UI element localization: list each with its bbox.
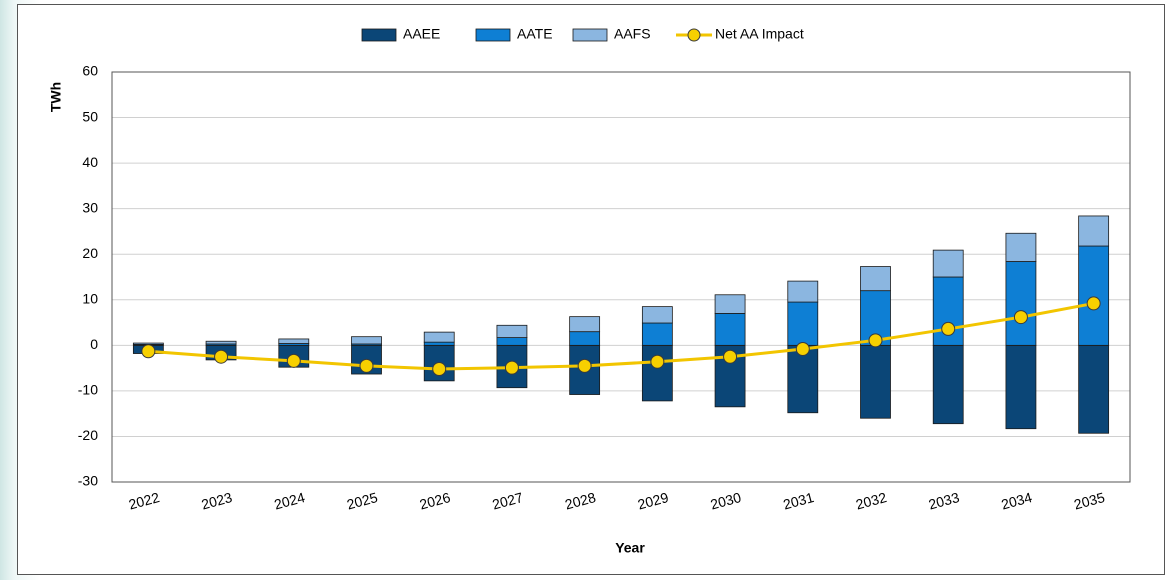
line-marker: [795, 341, 810, 356]
y-tick-label: 20: [82, 245, 98, 261]
y-tick-label: 50: [82, 108, 98, 124]
bar: [932, 249, 964, 278]
bar: [351, 336, 382, 345]
bar: [1078, 245, 1110, 346]
legend-label: AAFS: [614, 26, 651, 42]
bar: [569, 331, 601, 346]
bar: [1078, 215, 1110, 247]
legend-swatch: [361, 28, 397, 42]
y-tick-label: 10: [82, 290, 98, 306]
y-tick-label: 0: [90, 336, 98, 352]
bar: [423, 341, 455, 346]
x-tick-label: 2025: [345, 489, 379, 513]
line-marker: [723, 349, 738, 364]
bar: [1005, 232, 1037, 262]
legend-label: AATE: [517, 26, 553, 42]
y-tick-label: -20: [78, 427, 98, 443]
bar: [641, 344, 673, 402]
bar: [132, 342, 164, 345]
line-marker: [286, 353, 301, 368]
x-tick-label: 2028: [563, 489, 597, 513]
bar: [205, 340, 237, 345]
legend-swatch: [572, 28, 608, 42]
y-tick-label: 30: [82, 199, 98, 215]
bar: [641, 322, 673, 346]
bar: [278, 338, 310, 344]
bar: [496, 324, 528, 338]
bar: [714, 313, 746, 346]
line-marker: [577, 358, 592, 373]
line-marker: [1086, 296, 1101, 311]
x-tick-label: 2031: [781, 489, 815, 513]
line-marker: [214, 349, 229, 364]
y-tick-label: 40: [82, 154, 98, 170]
line-marker: [141, 344, 156, 359]
x-tick-label: 2027: [490, 489, 524, 513]
bar: [860, 266, 891, 292]
x-axis-label: Year: [615, 540, 645, 556]
bar: [787, 344, 819, 414]
bar: [1005, 261, 1037, 346]
x-tick-label: 2034: [999, 489, 1033, 513]
chart-frame: [17, 4, 1165, 575]
line-marker: [941, 321, 956, 336]
bar: [932, 344, 964, 425]
legend-swatch: [475, 28, 511, 42]
line-marker: [1013, 310, 1028, 325]
legend-marker: [687, 28, 701, 42]
y-tick-label: -10: [78, 382, 98, 398]
plot-frame: [111, 71, 1131, 483]
line-marker: [432, 362, 447, 377]
y-axis-label: TWh: [48, 82, 64, 112]
line-marker: [359, 358, 374, 373]
bar: [1005, 344, 1037, 430]
bar: [1078, 344, 1110, 434]
bar: [423, 331, 455, 343]
x-tick-label: 2029: [636, 489, 670, 513]
y-tick-label: 60: [82, 63, 98, 79]
legend-label: Net AA Impact: [715, 26, 804, 42]
legend-label: AAEE: [403, 26, 440, 42]
x-tick-label: 2035: [1072, 489, 1106, 513]
x-tick-label: 2022: [127, 489, 161, 513]
x-tick-label: 2032: [854, 489, 888, 513]
bar: [787, 301, 819, 346]
bar: [496, 337, 528, 346]
bar: [569, 316, 601, 333]
line: [148, 301, 1094, 371]
line-marker: [868, 333, 883, 348]
bar: [787, 280, 819, 303]
x-tick-label: 2030: [709, 489, 743, 513]
x-tick-label: 2023: [200, 489, 234, 513]
x-tick-label: 2033: [927, 489, 961, 513]
line-marker: [504, 360, 519, 375]
bar: [860, 344, 891, 419]
x-tick-label: 2026: [418, 489, 452, 513]
y-tick-label: -30: [78, 473, 98, 489]
bar: [714, 294, 746, 314]
line-marker: [650, 354, 665, 369]
x-tick-label: 2024: [272, 489, 306, 513]
bar: [641, 306, 673, 324]
